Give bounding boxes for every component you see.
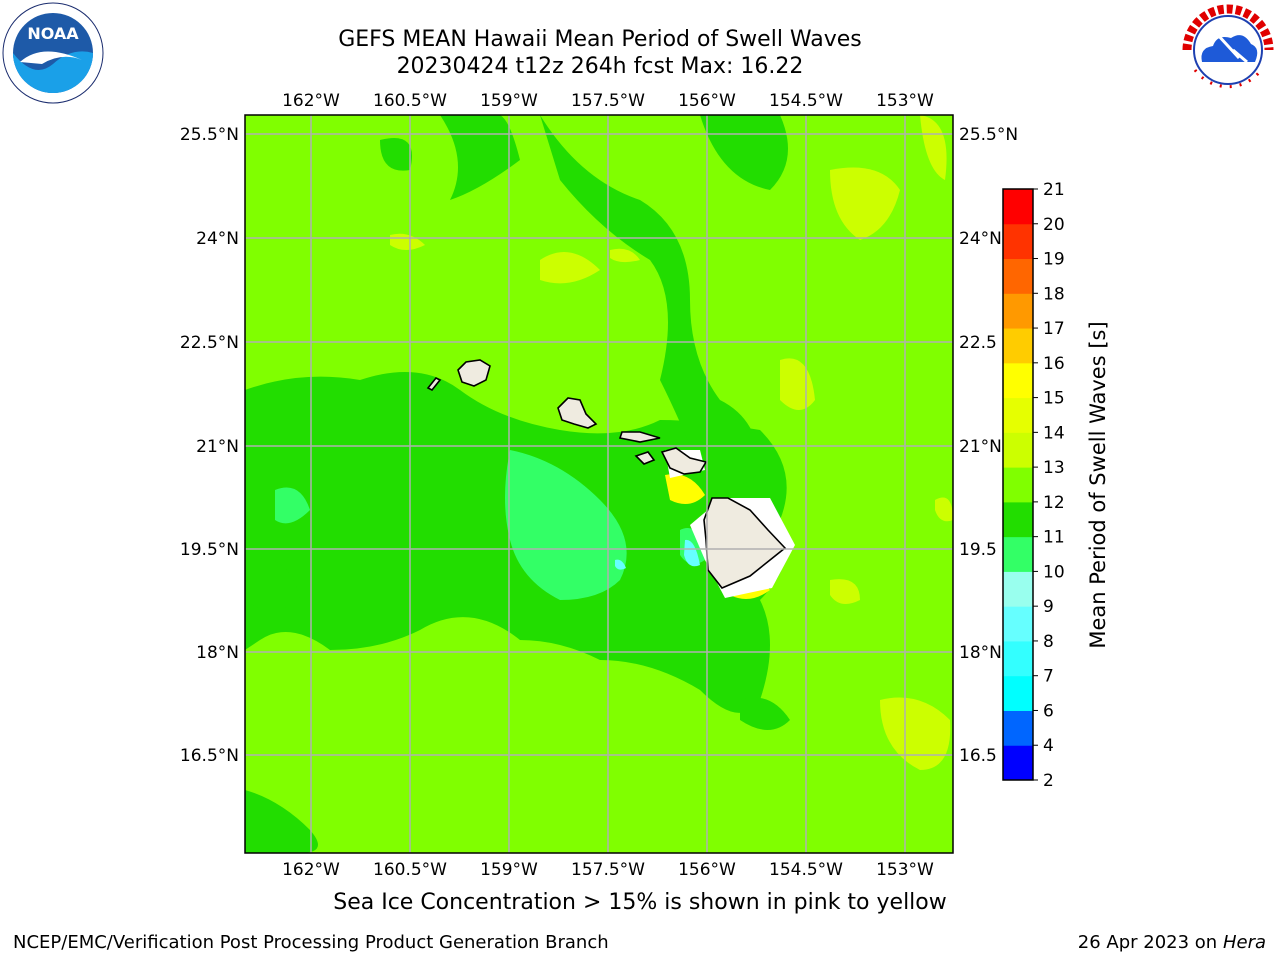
colorbar-tick-label: 21 <box>1043 180 1065 200</box>
lat-label: 16.5°N <box>180 746 239 766</box>
lat-label: 25.5°N <box>180 125 239 145</box>
colorbar-tick-label: 9 <box>1043 597 1054 617</box>
colorbar-tick-label: 10 <box>1043 562 1065 582</box>
hawaiian-islands <box>426 359 787 589</box>
footer-date: 26 Apr 2023 on Hera <box>1078 932 1266 953</box>
colorbar-segment <box>1003 258 1033 294</box>
map-frame <box>244 114 954 854</box>
footer-date-text: 26 Apr 2023 on <box>1077 932 1218 953</box>
chart-title: GEFS MEAN Hawaii Mean Period of Swell Wa… <box>338 27 862 52</box>
contour-13-14s <box>390 115 953 770</box>
colorbar-segment <box>1003 223 1033 260</box>
colorbar-segment <box>1003 675 1033 711</box>
colorbar-segment <box>1003 536 1033 572</box>
colorbar-tick-label: 2 <box>1043 771 1054 791</box>
colorbar-tick-label: 16 <box>1043 354 1065 374</box>
colorbar-segment <box>1003 640 1033 677</box>
lat-label: 22.5 <box>959 333 997 353</box>
lon-label: 156°W <box>678 860 736 880</box>
chart-subtitle: 20230424 t12z 264h fcst Max: 16.22 <box>396 54 804 79</box>
lon-label: 153°W <box>876 91 934 111</box>
colorbar-tick-label: 12 <box>1043 493 1065 513</box>
colorbar-tick-label: 18 <box>1043 284 1065 304</box>
colorbar-tick-label: 7 <box>1043 667 1054 687</box>
colorbar-tick-label: 20 <box>1043 215 1065 235</box>
lon-label: 157.5°W <box>571 91 645 111</box>
lon-label: 162°W <box>282 91 340 111</box>
noaa-logo-text: NOAA <box>27 24 79 43</box>
lat-label: 18°N <box>196 643 239 663</box>
lat-label: 16.5 <box>959 746 997 766</box>
colorbar-segment <box>1003 710 1033 746</box>
lon-label: 162°W <box>282 860 340 880</box>
lon-label: 157.5°W <box>571 860 645 880</box>
colorbar: 2 4 6 7 8 9 10 11 12 13 14 15 16 17 18 19 20 21 <box>1002 180 1065 791</box>
colorbar-tick-label: 13 <box>1043 458 1065 478</box>
colorbar-tick-label: 6 <box>1043 701 1054 721</box>
footer-branch: NCEP/EMC/Verification Post Processing Pr… <box>13 932 609 953</box>
colorbar-segment <box>1003 189 1033 225</box>
colorbar-segment <box>1003 362 1033 399</box>
colorbar-label: Mean Period of Swell Waves [s] <box>1086 321 1110 648</box>
colorbar-segment <box>1003 606 1033 642</box>
footer-host: Hera <box>1222 932 1266 953</box>
colorbar-segment <box>1003 432 1033 468</box>
lat-label: 19.5°N <box>180 540 239 560</box>
colorbar-segment <box>1003 328 1033 364</box>
colorbar-segment <box>1003 397 1033 433</box>
lon-label: 153°W <box>876 860 934 880</box>
lat-label: 21°N <box>959 437 1002 457</box>
sea-ice-note: Sea Ice Concentration > 15% is shown in … <box>333 890 947 915</box>
colorbar-segment <box>1003 745 1033 781</box>
map-gridlines <box>245 115 953 853</box>
colorbar-tick-label: 17 <box>1043 319 1065 339</box>
colorbar-tick-label: 19 <box>1043 250 1065 270</box>
colorbar-segment <box>1003 571 1033 607</box>
lat-label: 21°N <box>196 437 239 457</box>
colorbar-segment <box>1003 293 1033 329</box>
lon-label: 156°W <box>678 91 736 111</box>
lon-label: 154.5°W <box>769 860 843 880</box>
colorbar-tick-label: 15 <box>1043 389 1065 409</box>
lon-label: 159°W <box>480 91 538 111</box>
lon-labels-top: 162°W 160.5°W 159°W 157.5°W 156°W 154.5°… <box>282 91 934 111</box>
lon-label: 160.5°W <box>373 91 447 111</box>
lat-label: 24°N <box>196 229 239 249</box>
colorbar-frame <box>1002 188 1034 781</box>
lat-label: 19.5 <box>959 540 997 560</box>
lon-labels-bottom: 162°W 160.5°W 159°W 157.5°W 156°W 154.5°… <box>282 860 934 880</box>
lon-label: 159°W <box>480 860 538 880</box>
lat-label: 24°N <box>959 229 1002 249</box>
colorbar-tick-label: 14 <box>1043 423 1065 443</box>
colorbar-segment <box>1003 501 1033 538</box>
lat-labels-right: 25.5°N 24°N 22.5 21°N 19.5 18°N 16.5 <box>959 125 1018 766</box>
colorbar-tick-label: 4 <box>1043 736 1054 756</box>
colorbar-tick-label: 8 <box>1043 632 1054 652</box>
lat-label: 22.5°N <box>180 333 239 353</box>
lat-label: 18°N <box>959 643 1002 663</box>
lat-labels-left: 25.5°N 24°N 22.5°N 21°N 19.5°N 18°N 16.5… <box>180 125 239 766</box>
lon-label: 160.5°W <box>373 860 447 880</box>
lat-label: 25.5°N <box>959 125 1018 145</box>
nws-logo <box>1180 2 1276 98</box>
lon-label: 154.5°W <box>769 91 843 111</box>
noaa-logo: NOAA <box>2 2 104 104</box>
colorbar-tick-label: 11 <box>1043 528 1065 548</box>
colorbar-segment <box>1003 467 1033 503</box>
